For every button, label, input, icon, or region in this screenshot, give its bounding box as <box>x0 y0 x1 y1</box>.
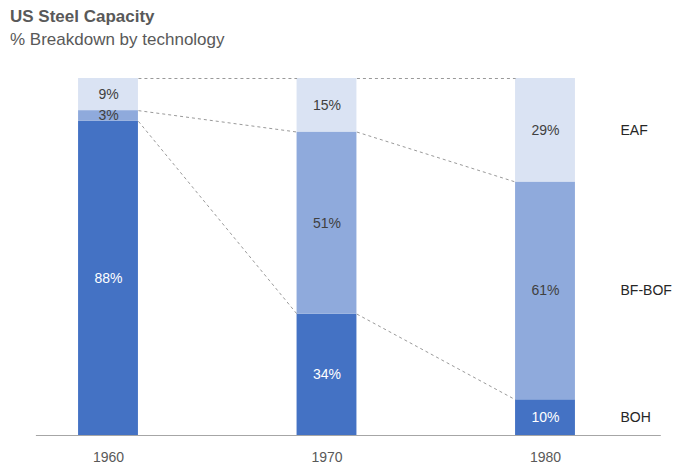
svg-text:10%: 10% <box>531 409 559 425</box>
html-text:% Breakdown by technology: % Breakdown by technology <box>10 30 225 49</box>
svg-text:61%: 61% <box>531 282 559 298</box>
svg-text:29%: 29% <box>531 122 559 138</box>
svg-text:88%: 88% <box>94 270 122 286</box>
svg-text:34%: 34% <box>313 366 341 382</box>
svg-text:EAF: EAF <box>621 122 648 138</box>
svg-text:9%: 9% <box>98 86 118 102</box>
svg-text:BOH: BOH <box>621 409 651 425</box>
svg-text:BF-BOF: BF-BOF <box>621 282 672 298</box>
svg-text:1980: 1980 <box>530 449 561 465</box>
svg-text:1960: 1960 <box>93 449 124 465</box>
html-text:US Steel Capacity: US Steel Capacity <box>10 7 155 26</box>
svg-text:15%: 15% <box>313 97 341 113</box>
svg-text:1970: 1970 <box>311 449 342 465</box>
svg-text:51%: 51% <box>313 215 341 231</box>
svg-text:3%: 3% <box>98 107 118 123</box>
